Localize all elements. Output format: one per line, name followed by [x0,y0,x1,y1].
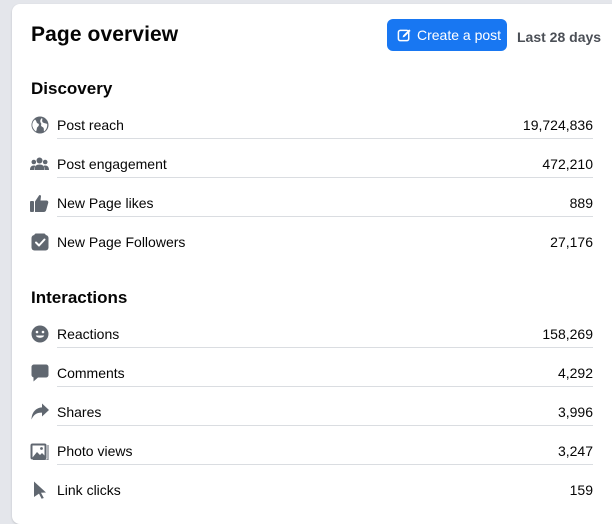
metric-label: New Page Followers [57,234,186,250]
row-divider [57,138,593,139]
photo-icon [30,441,49,460]
metric-label: Link clicks [57,482,121,498]
row-divider [57,177,593,178]
metric-row-post-engagement[interactable]: Post engagement 472,210 [30,154,593,178]
metric-row-new-page-followers[interactable]: New Page Followers 27,176 [30,232,593,256]
metric-value: 889 [569,195,593,211]
metric-label: Shares [57,404,102,420]
edit-icon [397,28,412,43]
row-divider [57,464,593,465]
metric-row-photo-views[interactable]: Photo views 3,247 [30,441,593,465]
metric-row-comments[interactable]: Comments 4,292 [30,363,593,387]
metric-value: 3,247 [557,443,593,459]
row-divider [57,425,593,426]
metric-value: 472,210 [542,156,593,172]
create-post-label: Create a post [417,27,502,43]
metric-value: 3,996 [557,404,593,420]
metric-value: 159 [569,482,593,498]
date-range-selector[interactable]: Last 28 days [517,29,602,45]
create-post-button[interactable]: Create a post [387,19,507,51]
metric-value: 27,176 [550,234,593,250]
interactions-heading: Interactions [31,288,128,307]
share-arrow-icon [30,402,49,421]
page-title: Page overview [31,23,179,46]
metric-label: Post engagement [57,156,167,172]
metric-value: 19,724,836 [522,117,593,133]
row-divider [57,216,593,217]
metric-row-new-page-likes[interactable]: New Page likes 889 [30,193,593,217]
metric-value: 158,269 [542,326,593,342]
metric-row-reactions[interactable]: Reactions 158,269 [30,324,593,348]
metric-row-post-reach[interactable]: Post reach 19,724,836 [30,115,593,139]
metric-label: Post reach [57,117,124,133]
smiley-icon [30,324,49,343]
globe-icon [30,115,49,134]
comment-bubble-icon [30,363,49,382]
metric-value: 4,292 [557,365,593,381]
people-icon [30,154,49,173]
row-divider [57,347,593,348]
discovery-heading: Discovery [31,79,113,98]
metric-label: New Page likes [57,195,154,211]
thumbs-up-icon [30,193,49,212]
follow-box-icon [30,232,49,251]
page-overview-card [12,4,612,524]
metric-row-shares[interactable]: Shares 3,996 [30,402,593,426]
metric-label: Reactions [57,326,120,342]
cursor-icon [30,480,49,499]
metric-label: Comments [57,365,125,381]
row-divider [57,386,593,387]
metric-label: Photo views [57,443,133,459]
metric-row-link-clicks[interactable]: Link clicks 159 [30,480,593,504]
